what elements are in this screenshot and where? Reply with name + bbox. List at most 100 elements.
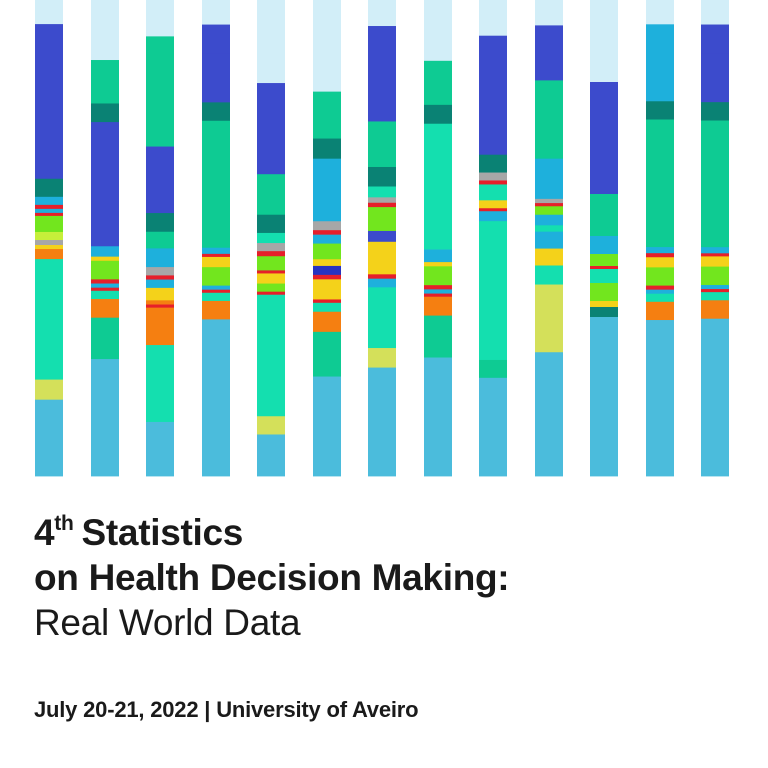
color-bar-segment [424,296,452,316]
color-bar-segment [257,291,285,296]
color-bar-segment [146,146,174,214]
color-bar-column [479,0,507,477]
color-bar-segment [590,283,618,302]
color-bar-segment [368,166,396,187]
color-bar-segment [313,376,341,477]
color-bar-segment [313,230,341,236]
color-bar-segment [646,293,674,303]
color-bar-segment [35,204,63,210]
color-bar-segment [202,300,230,320]
color-bar-segment [35,379,63,401]
color-bar-segment [479,180,507,185]
color-bar-segment [146,345,174,423]
color-bar-segment [535,214,563,226]
color-bar-segment [701,292,729,301]
color-bar-segment [313,311,341,333]
color-bar-segment [479,154,507,173]
color-bar-segment [257,243,285,252]
color-bar-segment [701,300,729,320]
color-bar-segment [313,259,341,267]
color-bar-segment [35,249,63,260]
color-bar-column [313,0,341,477]
color-bar-segment [257,434,285,477]
color-bar-segment [313,0,341,93]
color-bar-segment [701,24,729,54]
color-bar-segment [202,319,230,477]
color-bar-segment [91,0,119,61]
color-bar-segment [535,225,563,233]
color-bar-segment [535,0,563,26]
color-bar-segment [646,320,674,477]
color-bar-segment [535,284,563,353]
color-bar-column [91,0,119,477]
event-separator: | [204,697,211,722]
color-bar-segment [701,247,729,254]
color-bar-segment [91,60,119,104]
color-bar-segment [35,231,63,241]
color-bar-segment [701,120,729,248]
color-bar-segment [368,26,396,122]
title-word-statistics: Statistics [81,512,244,553]
color-bar-segment [146,248,174,268]
color-bar-segment [313,91,341,139]
color-bar-segment [313,234,341,244]
color-bar-segment [146,300,174,305]
color-bar-segment [479,172,507,181]
color-bar-segment [35,215,63,233]
color-bar-segment [590,236,618,255]
color-bar-segment [91,299,119,319]
color-bar-segment [91,287,119,292]
color-bar-segment [368,278,396,288]
color-bar-segment [368,367,396,477]
color-bar-segment [257,232,285,244]
color-bar-segment [701,284,729,290]
color-bar-segment [257,283,285,293]
color-bar-segment [590,266,618,270]
color-bar-segment [202,292,230,302]
color-bar-segment [313,265,341,276]
color-bar-segment [646,247,674,254]
color-bar-segment [91,256,119,262]
color-bar-segment [313,221,341,231]
color-bar-segment [35,259,63,380]
color-bar-column [590,0,618,477]
color-bar-segment [146,307,174,346]
color-bar-segment [202,267,230,286]
color-bar-segment [368,0,396,27]
color-bar-segment [257,294,285,417]
color-bar-segment [91,283,119,289]
color-bar-segment [313,331,341,377]
color-bar-segment [646,253,674,258]
color-bar-segment [535,80,563,160]
color-bar-segment [202,289,230,294]
color-bar-segment [701,102,729,121]
color-bar-segment [479,221,507,361]
color-bar-column [535,0,563,477]
color-bar-segment [646,289,674,295]
color-bar-segment [91,122,119,247]
color-bar-segment [202,53,230,103]
color-bar-segment [535,203,563,207]
color-bar-segment [146,304,174,309]
color-bar-segment [35,178,63,198]
color-bar-segment [368,207,396,232]
color-bar-segment [368,348,396,368]
color-bar-segment [646,301,674,321]
color-bar-segment [91,279,119,284]
color-bar-segment [590,0,618,83]
color-bar-segment [701,253,729,257]
color-bar-segment [646,119,674,248]
color-bar-segment [701,289,729,293]
color-bar-segment [424,289,452,294]
color-bar-segment [701,0,729,25]
color-bar-segment [146,36,174,147]
color-bar-segment [368,287,396,349]
color-bar-segment [424,315,452,358]
color-bar-segment [535,231,563,249]
color-bar-column [701,0,729,477]
color-bar-segment [646,24,674,102]
color-bars-artwork [35,0,729,477]
color-bar-segment [368,241,396,275]
color-bar-segment [424,357,452,477]
color-bar-segment [202,0,230,25]
